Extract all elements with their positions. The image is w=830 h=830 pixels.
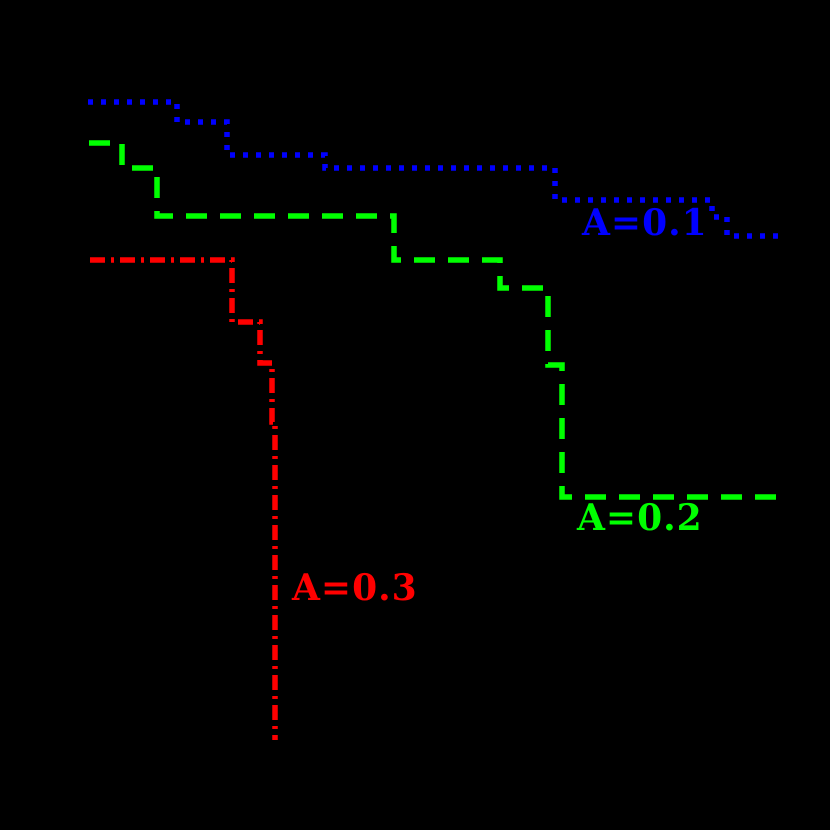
curve-label-a01: A=0.1 bbox=[582, 202, 708, 244]
curve-a02 bbox=[89, 140, 788, 500]
curve-a03 bbox=[90, 257, 278, 740]
curve-label-a02: A=0.2 bbox=[577, 497, 703, 539]
curve-a01 bbox=[88, 99, 786, 239]
curve-label-a03: A=0.3 bbox=[292, 567, 418, 609]
